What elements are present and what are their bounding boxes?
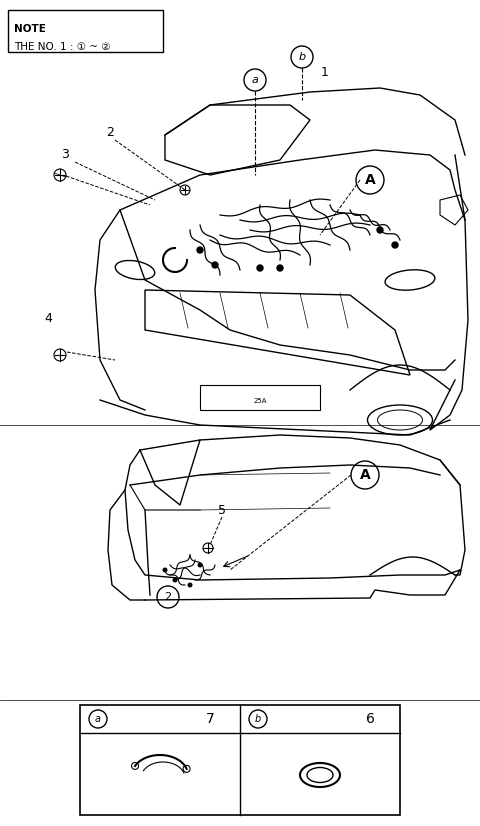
Text: A: A	[360, 468, 371, 482]
Text: NOTE: NOTE	[14, 24, 46, 34]
Text: a: a	[95, 714, 101, 724]
Text: 2: 2	[106, 126, 114, 140]
Circle shape	[392, 242, 398, 248]
Text: A: A	[365, 173, 375, 187]
Circle shape	[163, 567, 168, 572]
FancyBboxPatch shape	[8, 10, 163, 52]
FancyBboxPatch shape	[80, 705, 400, 815]
Text: 5: 5	[218, 504, 226, 516]
Circle shape	[197, 563, 203, 567]
Text: 25A: 25A	[253, 398, 267, 404]
Text: 4: 4	[44, 311, 52, 325]
Text: a: a	[252, 75, 258, 85]
Circle shape	[197, 247, 203, 253]
Text: b: b	[255, 714, 261, 724]
Text: 3: 3	[61, 149, 69, 162]
Text: b: b	[299, 52, 306, 62]
Text: THE NO. 1 : ① ~ ②: THE NO. 1 : ① ~ ②	[14, 42, 110, 52]
Text: 2: 2	[165, 592, 171, 602]
Circle shape	[277, 265, 283, 271]
Circle shape	[188, 582, 192, 587]
Circle shape	[172, 577, 178, 582]
Text: 6: 6	[366, 712, 374, 726]
Circle shape	[212, 262, 218, 268]
Circle shape	[377, 227, 383, 233]
Text: 1: 1	[321, 65, 329, 78]
Circle shape	[257, 265, 263, 271]
Text: 7: 7	[205, 712, 215, 726]
